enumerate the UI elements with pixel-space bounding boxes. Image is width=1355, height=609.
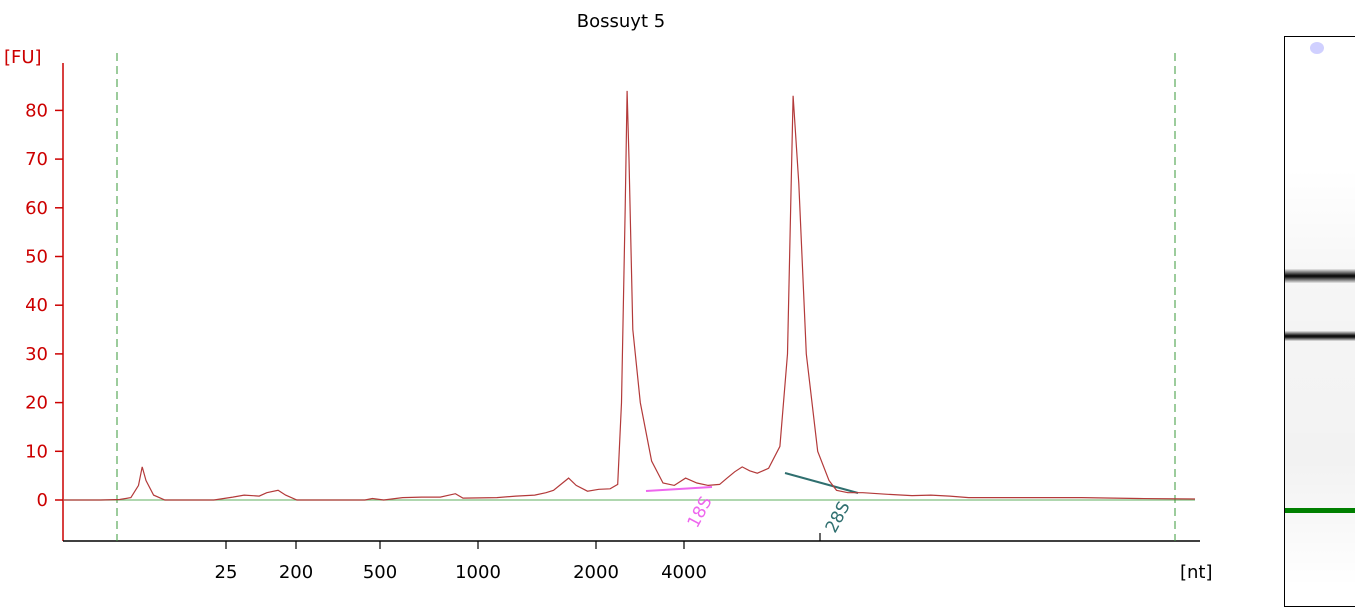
x-tick-label: 2000 [573, 562, 619, 583]
x-ticks: 25 200 500 1000 2000 4000 [215, 533, 821, 583]
x-tick-label: 200 [279, 562, 313, 583]
y-tick-label: 60 [25, 198, 48, 219]
gel-band-18s [1285, 331, 1355, 341]
peak-label-18s: 18S [684, 493, 717, 531]
x-tick-label: 1000 [455, 562, 501, 583]
chart-title: Bossuyt 5 [577, 11, 665, 32]
x-axis-label: [nt] [1180, 562, 1213, 583]
y-tick-label: 70 [25, 149, 48, 170]
y-tick-label: 40 [25, 295, 48, 316]
y-tick-label: 50 [25, 247, 48, 268]
electropherogram-chart: Bossuyt 5 [FU] [nt] 0 10 20 30 40 50 60 70 80 25… [4, 11, 1213, 583]
y-tick-label: 80 [25, 100, 48, 121]
x-tick-label: 500 [363, 562, 397, 583]
x-tick-label: 25 [215, 562, 238, 583]
y-ticks: 0 10 20 30 40 50 60 70 80 [25, 100, 63, 511]
peak-28s-baseline [784, 472, 859, 494]
y-tick-label: 30 [25, 344, 48, 365]
y-axis-label: [FU] [4, 47, 42, 68]
x-tick-label: 4000 [661, 562, 707, 583]
y-tick-label: 10 [25, 441, 48, 462]
gel-lane [1284, 36, 1355, 607]
gel-band-smear [1285, 167, 1355, 587]
gel-well-marker [1310, 42, 1324, 54]
gel-band-28s [1285, 269, 1355, 283]
peak-18s-baseline [645, 486, 713, 492]
series-line [63, 90, 1196, 501]
peak-label-28s: 28S [822, 498, 855, 536]
y-tick-label: 0 [37, 490, 48, 511]
y-tick-label: 20 [25, 393, 48, 414]
gel-lower-marker-band [1285, 508, 1355, 513]
